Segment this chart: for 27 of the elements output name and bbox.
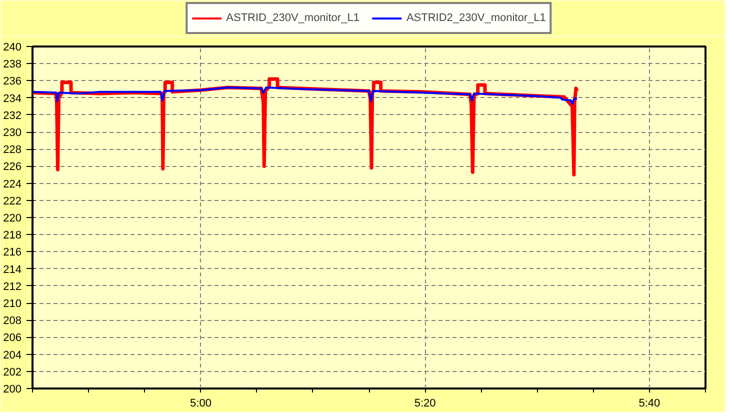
y-tick-label: 240 bbox=[3, 42, 22, 54]
y-tick-label: 206 bbox=[3, 332, 22, 344]
x-tick-label: 5:20 bbox=[414, 398, 436, 410]
y-tick-label: 232 bbox=[3, 110, 22, 122]
x-tick-label: 5:40 bbox=[638, 398, 660, 410]
y-tick-label: 204 bbox=[3, 349, 22, 362]
y-tick-label: 214 bbox=[3, 264, 22, 276]
y-tick-label: 216 bbox=[3, 246, 22, 259]
y-tick-label: 224 bbox=[3, 178, 22, 190]
y-tick-label: 218 bbox=[3, 230, 22, 242]
y-tick-label: 238 bbox=[3, 58, 22, 71]
y-tick-label: 208 bbox=[3, 315, 22, 328]
x-tick-label: 5:00 bbox=[190, 398, 212, 410]
y-tick-label: 234 bbox=[3, 92, 22, 105]
line-series bbox=[32, 86, 578, 105]
legend-label: ASTRID_230V_monitor_L1 bbox=[226, 12, 360, 24]
y-tick-label: 230 bbox=[3, 127, 22, 139]
y-tick-label: 236 bbox=[3, 76, 22, 88]
y-tick-label: 210 bbox=[3, 298, 22, 310]
y-tick-label: 200 bbox=[3, 384, 22, 396]
legend-label: ASTRID2_230V_monitor_L1 bbox=[406, 12, 546, 24]
y-tick-label: 202 bbox=[3, 366, 22, 378]
y-tick-label: 222 bbox=[3, 195, 22, 208]
y-tick-label: 228 bbox=[3, 144, 22, 156]
y-tick-label: 212 bbox=[3, 280, 22, 293]
y-tick-label: 220 bbox=[3, 212, 22, 224]
y-tick-label: 226 bbox=[3, 161, 22, 174]
